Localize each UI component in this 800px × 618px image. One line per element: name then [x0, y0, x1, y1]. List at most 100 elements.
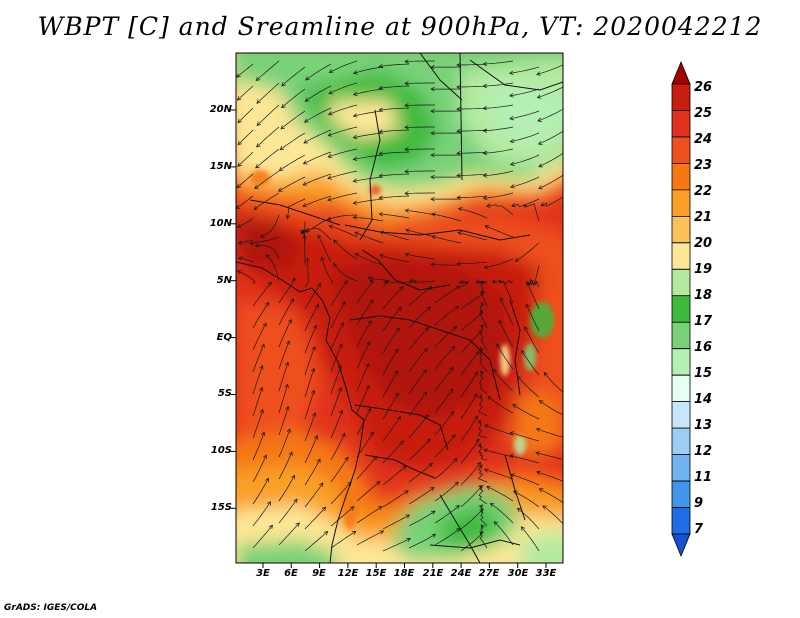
streamline-arrow [514, 257, 520, 262]
streamline [498, 320, 514, 348]
streamline-arrow [259, 408, 264, 414]
streamline-arrow [277, 187, 283, 192]
streamline [249, 236, 280, 244]
streamline-arrow [429, 486, 435, 492]
streamline [408, 510, 436, 527]
streamline-arrow [482, 106, 487, 111]
streamline-arrow [291, 474, 295, 480]
streamline [278, 384, 289, 414]
streamline [404, 82, 435, 84]
streamline [333, 263, 358, 282]
streamline [304, 390, 315, 420]
streamline-arrow [313, 434, 319, 440]
streamline-arrow [302, 234, 307, 239]
streamline-arrow [508, 70, 514, 76]
streamline [460, 393, 478, 420]
streamline-arrow [452, 325, 458, 331]
streamline-arrow [352, 113, 358, 118]
streamline-arrow [369, 299, 374, 304]
streamline-arrow [369, 431, 374, 436]
streamline [538, 130, 563, 145]
streamline-arrow [375, 481, 381, 486]
streamline-arrow [406, 537, 411, 543]
colorbar-segment [671, 401, 691, 429]
streamline [252, 454, 267, 483]
streamline-arrow [454, 481, 459, 487]
streamline [237, 85, 254, 101]
streamline-arrow [302, 160, 308, 165]
streamline-arrow [285, 405, 290, 411]
streamline-arrow [280, 125, 285, 130]
streamline [382, 393, 399, 420]
streamline [356, 506, 383, 524]
streamline-arrow [397, 306, 402, 312]
streamline [252, 343, 265, 373]
streamline-arrow [426, 438, 431, 443]
colorbar [671, 60, 691, 558]
streamline-arrow [299, 229, 305, 234]
streamline [382, 416, 401, 442]
streamline [408, 306, 431, 329]
colorbar-segment [671, 454, 691, 482]
streamline [492, 368, 514, 392]
streamline-arrow [509, 454, 514, 459]
streamline [305, 85, 332, 102]
streamline [304, 482, 324, 508]
streamline-arrow [430, 86, 435, 92]
streamline [382, 538, 411, 552]
streamline [329, 60, 358, 73]
streamline-arrow [254, 184, 259, 190]
streamline [404, 104, 435, 106]
streamline [479, 347, 488, 373]
country-borders [236, 53, 563, 563]
streamline-arrow [291, 276, 297, 282]
streamline-arrow [260, 343, 265, 349]
streamline [404, 60, 435, 62]
streamline [278, 498, 298, 524]
streamline [484, 469, 514, 480]
streamline [330, 387, 342, 417]
streamline-arrow [404, 81, 409, 86]
streamline [356, 456, 377, 480]
streamline-arrow [369, 279, 375, 284]
streamline-arrow [536, 470, 541, 476]
streamline-arrow [253, 205, 259, 211]
colorbar-label: 19 [694, 262, 713, 277]
streamline-arrow [404, 147, 409, 152]
streamline-arrow [236, 223, 242, 228]
streamline-arrow [482, 61, 487, 67]
colorbar-label: 13 [694, 418, 713, 433]
streamline [252, 281, 272, 307]
streamline-arrow [378, 173, 383, 178]
streamline-arrow [236, 183, 242, 189]
streamline [302, 195, 332, 207]
streamline-arrow [255, 164, 260, 169]
streamline-arrow [455, 505, 460, 510]
streamline [484, 225, 514, 238]
streamline-arrow [267, 281, 272, 287]
streamline [538, 174, 563, 190]
streamline-arrow [344, 456, 349, 462]
streamline [333, 239, 358, 260]
streamline [486, 486, 514, 502]
streamline-arrow [295, 522, 300, 527]
streamline-arrow [305, 76, 310, 81]
streamline-arrow [268, 524, 273, 530]
streamline-arrow [431, 234, 436, 240]
streamline [539, 488, 563, 504]
streamline [460, 508, 484, 530]
streamline [524, 326, 540, 354]
streamline [483, 60, 514, 65]
streamline [460, 371, 478, 398]
colorbar-label: 9 [694, 496, 704, 511]
streamline-arrow [538, 400, 544, 405]
streamline-arrow [482, 195, 488, 201]
streamline-arrow [473, 371, 479, 377]
streamline [327, 214, 357, 221]
streamline-arrow [287, 318, 292, 324]
streamline-arrow [496, 343, 501, 348]
streamline [255, 245, 280, 260]
streamline-arrow [293, 498, 298, 504]
streamline [408, 286, 433, 307]
streamline [431, 235, 462, 244]
